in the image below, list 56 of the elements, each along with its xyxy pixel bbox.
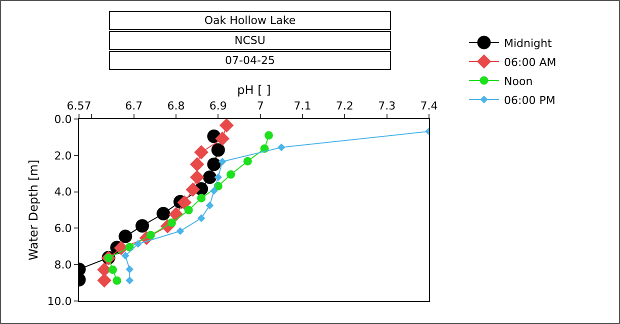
point (126, 265, 134, 274)
x-tick-label: 7.4 (420, 100, 438, 113)
point (190, 170, 204, 184)
point (176, 227, 184, 236)
point (210, 186, 218, 195)
legend-label: 06:00 AM (504, 56, 556, 69)
point (156, 206, 170, 220)
point (218, 158, 226, 166)
point (190, 157, 204, 172)
point (184, 206, 193, 214)
x-tick-label: 6.7 (125, 100, 143, 113)
x-tick-label: 7.3 (378, 100, 396, 113)
point (186, 182, 200, 197)
point (121, 252, 130, 260)
x-tick-label: 7.1 (294, 100, 312, 113)
point (126, 276, 134, 284)
text: 07-04-25 (109, 51, 391, 70)
y-tick-label: 0.0 (54, 112, 72, 126)
chart-subtitle: NCSU (109, 31, 391, 50)
point (108, 265, 117, 274)
point (211, 143, 225, 157)
x-tick-label: 7 (256, 100, 264, 113)
y-tick-label: 4.0 (54, 186, 72, 199)
point (214, 173, 222, 182)
y-tick-label: 2.0 (54, 149, 72, 162)
x-tick-label: 6.9 (209, 100, 227, 113)
chart-title: Oak Hollow Lake (109, 11, 391, 30)
point (97, 273, 112, 288)
point (136, 219, 149, 233)
y-tick-label: 8.0 (54, 258, 72, 272)
y-tick-label: 6.0 (54, 222, 72, 236)
point (197, 194, 206, 202)
x-axis-title: pH [ ] (237, 82, 271, 97)
point (226, 170, 236, 179)
legend-label: 06:00 PM (504, 94, 556, 107)
point (264, 131, 274, 140)
legend-label: Noon (504, 74, 533, 88)
point (177, 195, 192, 210)
point (197, 214, 206, 222)
point (112, 276, 122, 285)
point (206, 202, 214, 210)
point (207, 158, 221, 172)
point (278, 143, 286, 152)
point (215, 132, 230, 146)
legend-label: Midnight (504, 36, 553, 50)
x-tick-label: 7.2 (336, 100, 354, 113)
point (202, 170, 216, 184)
point (194, 145, 208, 160)
point (134, 240, 142, 248)
point (243, 156, 252, 166)
x-tick-label: 6.8 (167, 100, 185, 113)
point (219, 119, 234, 133)
y-axis-title: Water Depth [m] (26, 160, 41, 260)
y-tick-label: 10.0 (47, 294, 72, 308)
point (118, 230, 132, 244)
x-tick-label: 6.57 (66, 100, 92, 113)
